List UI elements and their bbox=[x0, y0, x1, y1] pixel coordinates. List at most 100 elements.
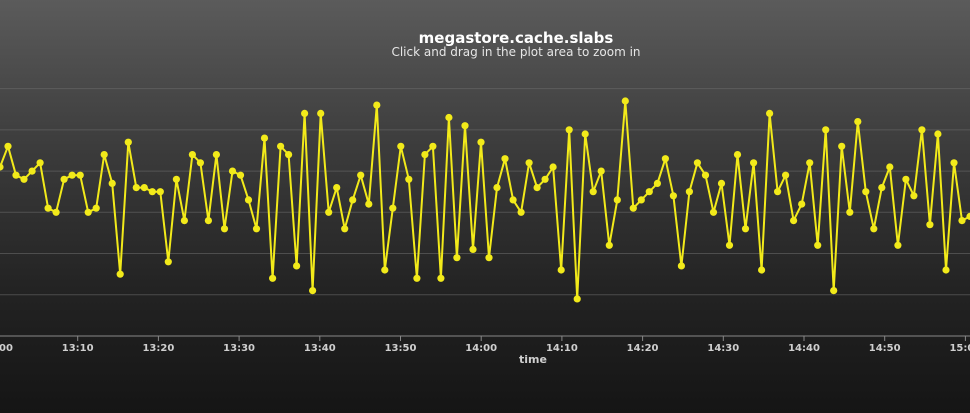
data-point[interactable] bbox=[44, 204, 52, 212]
data-point[interactable] bbox=[733, 151, 742, 159]
data-point[interactable] bbox=[645, 188, 653, 196]
data-point[interactable] bbox=[685, 188, 694, 196]
data-point[interactable] bbox=[677, 262, 686, 270]
data-point[interactable] bbox=[188, 151, 196, 159]
data-point[interactable] bbox=[204, 217, 212, 225]
data-point[interactable] bbox=[92, 204, 100, 212]
data-point[interactable] bbox=[60, 175, 68, 183]
data-point[interactable] bbox=[934, 130, 942, 138]
data-point[interactable] bbox=[766, 109, 774, 117]
data-point[interactable] bbox=[309, 287, 317, 295]
data-point[interactable] bbox=[252, 225, 261, 233]
data-point[interactable] bbox=[164, 258, 172, 266]
data-point[interactable] bbox=[341, 225, 349, 233]
data-point[interactable] bbox=[629, 204, 637, 212]
data-point[interactable] bbox=[501, 155, 509, 163]
data-point[interactable] bbox=[894, 241, 902, 249]
data-point[interactable] bbox=[333, 184, 341, 192]
data-point[interactable] bbox=[549, 163, 557, 171]
data-point[interactable] bbox=[429, 142, 437, 150]
data-point[interactable] bbox=[469, 245, 477, 253]
data-point[interactable] bbox=[958, 217, 966, 225]
data-point[interactable] bbox=[76, 171, 84, 179]
data-point[interactable] bbox=[437, 274, 445, 282]
data-point[interactable] bbox=[220, 225, 229, 233]
data-point[interactable] bbox=[124, 138, 132, 146]
data-point[interactable] bbox=[269, 274, 277, 282]
data-point[interactable] bbox=[485, 254, 493, 262]
data-point[interactable] bbox=[653, 179, 662, 187]
data-point[interactable] bbox=[725, 241, 734, 249]
data-point[interactable] bbox=[709, 208, 718, 216]
data-point[interactable] bbox=[966, 212, 970, 220]
data-point[interactable] bbox=[228, 167, 237, 175]
data-point[interactable] bbox=[389, 204, 397, 212]
data-point[interactable] bbox=[830, 287, 838, 295]
data-point[interactable] bbox=[637, 196, 645, 204]
data-point[interactable] bbox=[244, 196, 253, 204]
data-point[interactable] bbox=[878, 184, 886, 192]
data-point[interactable] bbox=[212, 151, 220, 159]
data-point[interactable] bbox=[942, 266, 950, 274]
data-point[interactable] bbox=[509, 196, 517, 204]
data-point[interactable] bbox=[661, 155, 670, 163]
data-point[interactable] bbox=[28, 167, 36, 175]
data-point[interactable] bbox=[621, 97, 629, 105]
data-point[interactable] bbox=[140, 184, 148, 192]
data-point[interactable] bbox=[717, 179, 726, 187]
data-point[interactable] bbox=[405, 175, 413, 183]
data-point[interactable] bbox=[52, 208, 60, 216]
data-point[interactable] bbox=[421, 151, 429, 159]
data-point[interactable] bbox=[285, 151, 293, 159]
data-point[interactable] bbox=[68, 171, 76, 179]
data-point[interactable] bbox=[838, 142, 846, 150]
data-point[interactable] bbox=[669, 192, 678, 200]
data-point[interactable] bbox=[758, 266, 766, 274]
data-point[interactable] bbox=[156, 188, 164, 196]
data-point[interactable] bbox=[325, 208, 333, 216]
data-point[interactable] bbox=[349, 196, 357, 204]
data-point[interactable] bbox=[693, 159, 702, 167]
data-point[interactable] bbox=[100, 151, 108, 159]
data-point[interactable] bbox=[477, 138, 485, 146]
data-point[interactable] bbox=[701, 171, 710, 179]
data-point[interactable] bbox=[565, 126, 573, 134]
data-point[interactable] bbox=[517, 208, 525, 216]
data-point[interactable] bbox=[750, 159, 758, 167]
data-point[interactable] bbox=[453, 254, 461, 262]
data-point[interactable] bbox=[0, 163, 4, 171]
data-point[interactable] bbox=[790, 217, 798, 225]
data-point[interactable] bbox=[365, 200, 373, 208]
data-point[interactable] bbox=[854, 118, 862, 126]
data-point[interactable] bbox=[277, 142, 285, 150]
data-point[interactable] bbox=[910, 192, 918, 200]
data-point[interactable] bbox=[846, 208, 854, 216]
data-point[interactable] bbox=[373, 101, 381, 109]
data-point[interactable] bbox=[413, 274, 421, 282]
data-point[interactable] bbox=[493, 184, 501, 192]
data-point[interactable] bbox=[180, 217, 188, 225]
data-point[interactable] bbox=[293, 262, 301, 270]
data-point[interactable] bbox=[822, 126, 830, 134]
data-point[interactable] bbox=[573, 295, 581, 303]
data-point[interactable] bbox=[525, 159, 533, 167]
data-point[interactable] bbox=[196, 159, 204, 167]
data-point[interactable] bbox=[950, 159, 958, 167]
data-point[interactable] bbox=[132, 184, 140, 192]
data-point[interactable] bbox=[381, 266, 389, 274]
data-point[interactable] bbox=[918, 126, 926, 134]
data-point[interactable] bbox=[12, 171, 20, 179]
data-point[interactable] bbox=[148, 188, 156, 196]
data-point[interactable] bbox=[116, 270, 124, 278]
data-point[interactable] bbox=[301, 109, 309, 117]
data-point[interactable] bbox=[36, 159, 44, 167]
data-point[interactable] bbox=[814, 241, 822, 249]
data-point[interactable] bbox=[902, 175, 910, 183]
data-point[interactable] bbox=[597, 167, 605, 175]
data-point[interactable] bbox=[862, 188, 870, 196]
data-point[interactable] bbox=[581, 130, 589, 138]
data-point[interactable] bbox=[397, 142, 405, 150]
data-point[interactable] bbox=[461, 122, 469, 130]
data-point[interactable] bbox=[84, 208, 92, 216]
